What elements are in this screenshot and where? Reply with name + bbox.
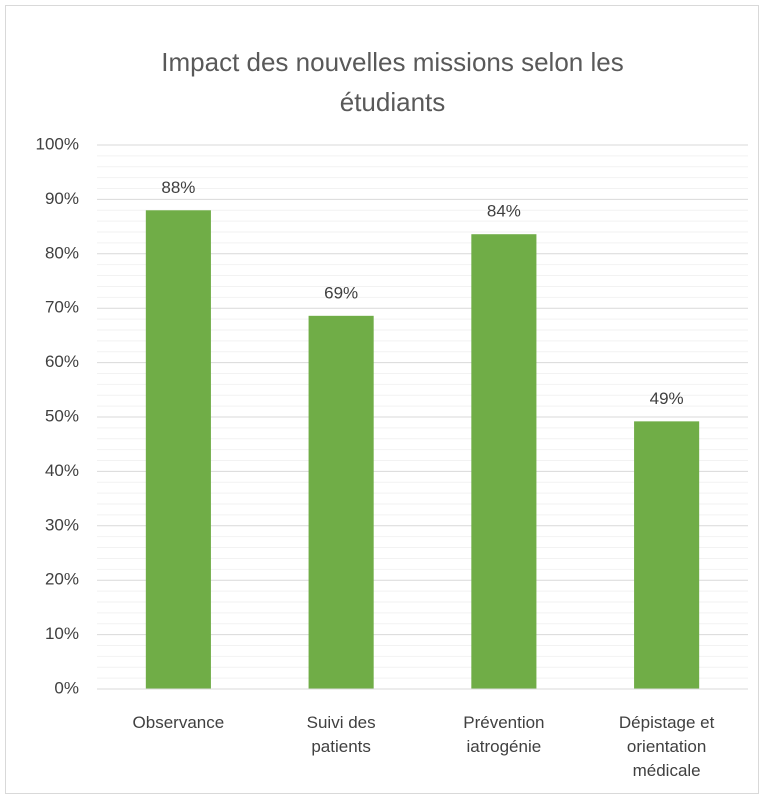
- bar: [145, 210, 211, 689]
- y-tick-label: 90%: [45, 189, 79, 208]
- y-tick-label: 50%: [45, 406, 79, 425]
- data-label: 88%: [161, 178, 195, 197]
- bar: [634, 421, 700, 689]
- bar: [471, 234, 537, 689]
- y-tick-label: 20%: [45, 570, 79, 589]
- y-tick-label: 40%: [45, 461, 79, 480]
- y-tick-label: 60%: [45, 352, 79, 371]
- data-label: 84%: [487, 202, 521, 221]
- y-tick-label: 30%: [45, 515, 79, 534]
- bar: [308, 315, 374, 689]
- y-tick-label: 0%: [54, 678, 79, 697]
- x-tick-label: Dépistage et orientation médicale: [618, 713, 715, 780]
- x-tick-label: Observance: [132, 713, 225, 732]
- data-label: 49%: [650, 389, 684, 408]
- y-tick-label: 80%: [45, 243, 79, 262]
- x-tick-label: Prévention iatrogénie: [463, 713, 545, 756]
- data-label: 69%: [324, 283, 358, 302]
- y-tick-label: 10%: [45, 624, 79, 643]
- y-tick-label: 70%: [45, 298, 79, 317]
- y-tick-label: 100%: [36, 134, 79, 153]
- chart-border: [5, 5, 759, 794]
- x-tick-label: Suivi des patients: [306, 713, 376, 756]
- chart-title: Impact des nouvelles missions selon les …: [161, 47, 624, 117]
